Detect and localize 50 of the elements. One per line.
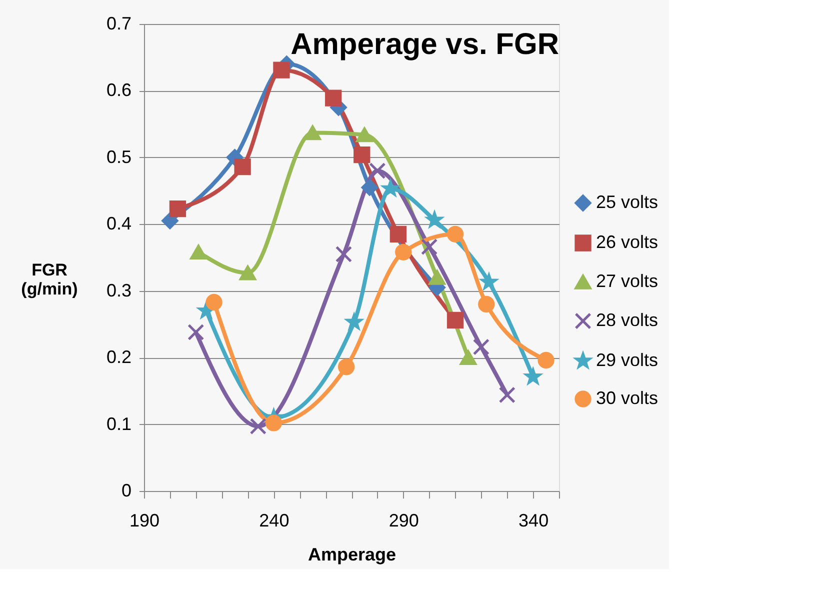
point [472,338,490,356]
point [538,352,554,369]
point [338,358,355,376]
point [420,238,438,256]
point [265,414,282,432]
x-tick-label: 290 [388,510,419,530]
point [498,386,516,404]
point [356,127,373,142]
legend-label: 30 volts [596,388,658,408]
point [369,162,386,180]
y-tick-label: 0.7 [106,14,132,34]
y-tick-label: 0.3 [106,280,132,300]
x-tick-label: 340 [518,510,549,530]
point [273,62,290,78]
x-axis-title: Amperage [308,544,396,564]
legend-label: 28 volts [596,310,658,330]
legend-label: 29 volts [596,350,658,370]
y-axis-title: FGR (g/min) [21,260,78,298]
y-tick-label: 0.2 [106,347,132,368]
point [390,226,407,242]
point [354,146,370,164]
point [395,244,412,260]
point [428,270,446,285]
legend-label: 25 volts [596,192,658,212]
y-tick-label: 0 [121,480,132,500]
chart-title: Amperage vs. FGR [290,28,560,61]
point [446,226,464,242]
point [188,324,204,341]
point [206,294,222,311]
point [361,179,378,196]
point [478,296,495,313]
y-tick-label: 0.4 [106,214,132,234]
point [325,90,342,106]
point [234,158,251,176]
point [169,200,186,218]
y-tick-label: 0.1 [106,414,132,434]
point [446,312,464,329]
legend-label: 26 volts [596,232,658,252]
x-tick-label: 190 [129,510,160,530]
point [162,212,178,230]
y-tick-label: 0.5 [106,146,132,167]
y-tick-label: 0.6 [106,80,132,100]
point [239,265,256,280]
point [460,350,477,365]
legend-label: 27 volts [596,271,658,291]
point [335,246,352,262]
point [190,244,207,260]
point [304,125,321,140]
point [250,418,266,435]
x-tick-label: 240 [259,510,290,530]
